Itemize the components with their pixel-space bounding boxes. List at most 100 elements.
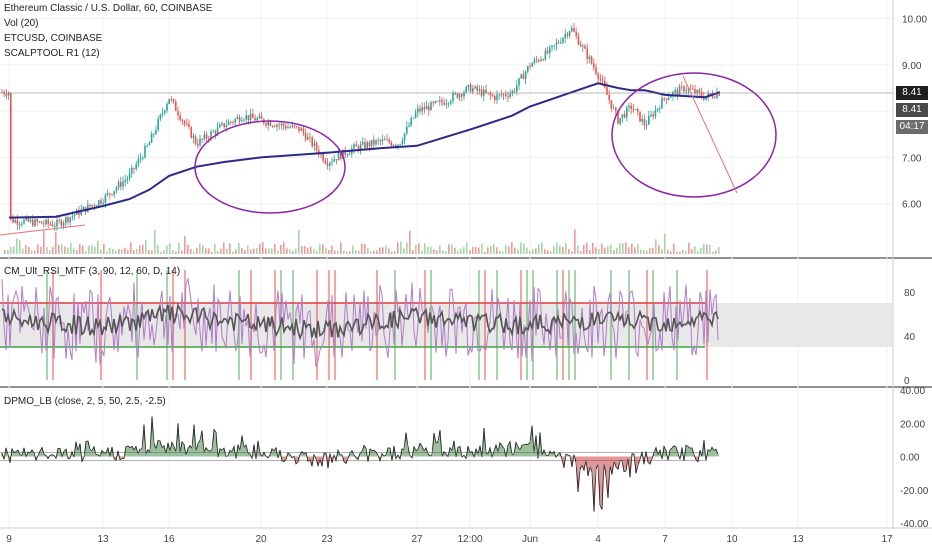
time-tick-label: 23 — [321, 534, 333, 545]
volume-bar — [121, 249, 123, 254]
volume-bar — [73, 248, 75, 254]
volume-legend[interactable]: Vol (20) — [4, 18, 39, 29]
volume-bar — [46, 247, 48, 254]
candle-body — [38, 221, 41, 223]
volume-bar — [205, 248, 207, 254]
dpmo-legend[interactable]: DPMO_LB (close, 2, 5, 50, 2.5, -2.5) — [4, 396, 166, 407]
candle-body — [665, 98, 668, 100]
candle-body — [291, 125, 294, 128]
candle-body — [331, 161, 333, 163]
candle-body — [131, 167, 133, 174]
candle-body — [650, 114, 652, 117]
candle-body — [606, 87, 608, 95]
dpmo-panel — [0, 416, 719, 512]
volume-bar — [682, 249, 684, 254]
time-tick-label: 16 — [163, 534, 175, 545]
candle-body — [397, 144, 399, 146]
candle-body — [179, 115, 181, 120]
candle-body — [630, 105, 632, 109]
candle-body — [146, 145, 148, 147]
candle-body — [357, 146, 360, 151]
candle-body — [210, 131, 212, 139]
candle-body — [676, 89, 679, 95]
candle-body — [709, 93, 712, 95]
compare-legend[interactable]: ETCUSD, COINBASE — [4, 33, 103, 44]
candle-body — [395, 144, 397, 146]
volume-bar — [388, 248, 390, 254]
volume-bar — [505, 244, 507, 254]
scalptool-legend[interactable]: SCALPTOOL R1 (12) — [4, 48, 100, 59]
candle-body — [313, 143, 316, 147]
volume-bar — [154, 230, 156, 254]
candle-body — [681, 86, 683, 88]
candle-body — [142, 157, 144, 159]
candle-body — [463, 92, 465, 97]
ellipse-annotation-left[interactable] — [194, 120, 346, 214]
volume-bar — [223, 242, 225, 254]
candle-body — [511, 90, 514, 94]
volume-bar — [199, 243, 201, 254]
candle-body — [40, 221, 43, 224]
candle-body — [205, 134, 208, 139]
volume-bar — [70, 242, 72, 254]
candle-body — [428, 106, 430, 111]
candle-body — [599, 78, 602, 80]
volume-bar — [475, 247, 477, 254]
symbol-legend[interactable]: Ethereum Classic / U.S. Dollar, 60, COIN… — [4, 3, 213, 14]
candle-body — [212, 131, 214, 133]
volume-bar — [85, 250, 87, 254]
volume-bar — [244, 250, 246, 254]
drawing-annotations[interactable] — [0, 72, 777, 236]
trend-line-annotation-left[interactable] — [0, 224, 86, 236]
ellipse-annotation-right[interactable] — [611, 72, 777, 198]
candle-body — [117, 182, 120, 188]
candle-body — [423, 107, 426, 110]
candle-body — [318, 149, 320, 155]
candle-body — [150, 134, 153, 143]
candle-body — [7, 92, 10, 96]
candle-body — [447, 103, 450, 105]
candle-body — [414, 112, 417, 118]
candle-body — [667, 97, 670, 100]
volume-bar — [67, 247, 69, 254]
candle-body — [568, 31, 571, 36]
volume-bar — [415, 245, 417, 254]
plot-area[interactable] — [0, 0, 893, 528]
candle-body — [566, 34, 569, 36]
candle-body — [335, 159, 338, 161]
volume-bar — [436, 250, 438, 254]
candle-body — [296, 126, 298, 128]
candle-body — [289, 127, 291, 128]
candle-body — [674, 89, 676, 93]
candle-body — [687, 88, 690, 91]
candle-body — [230, 121, 232, 123]
volume-bar — [550, 251, 552, 254]
candle-body — [390, 142, 393, 146]
volume-bar — [286, 248, 288, 254]
volume-bar — [646, 250, 648, 254]
last-price-tag: 8.41 — [896, 86, 928, 100]
volume-bar — [82, 245, 84, 254]
candle-body — [329, 162, 331, 166]
candle-body — [368, 142, 371, 147]
rsi-tick-label: 40 — [904, 332, 916, 343]
candle-body — [304, 133, 307, 140]
volume-bar — [289, 249, 291, 254]
time-axis-labels[interactable]: 9 13 16 20 23 27 12:00 Jun 4 7 10 13 17 — [6, 534, 893, 545]
candle-body — [221, 123, 223, 125]
volume-bar — [418, 243, 420, 254]
rsi-legend[interactable]: CM_Ult_RSI_MTF (3, 90, 12, 60, D, 14) — [4, 266, 181, 277]
trend-line-annotation[interactable] — [682, 75, 738, 194]
candle-body — [69, 217, 71, 223]
volume-bar — [127, 250, 129, 254]
candle-body — [102, 202, 104, 204]
volume-bar — [163, 250, 165, 254]
candle-body — [458, 94, 461, 98]
volume-bar — [340, 242, 342, 254]
volume-bar — [547, 250, 549, 254]
volume-bar — [31, 250, 33, 254]
volume-bar — [88, 245, 90, 254]
volume-bar — [424, 243, 426, 254]
volume-bar — [634, 247, 636, 254]
